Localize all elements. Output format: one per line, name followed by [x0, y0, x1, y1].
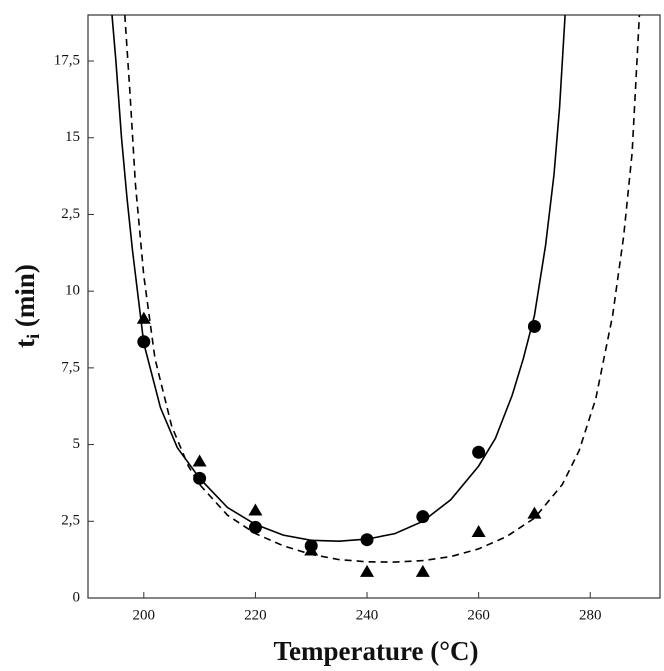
circle-point	[137, 335, 151, 349]
circle-point	[472, 445, 486, 459]
y-tick-label: 0	[73, 589, 81, 605]
triangle-point	[360, 564, 375, 577]
plot-area	[111, 15, 641, 577]
circle-point	[193, 471, 207, 485]
x-tick-label: 280	[579, 607, 602, 623]
x-tick-label: 220	[244, 607, 267, 623]
y-tick-label: 17,5	[54, 52, 80, 68]
y-tick-label: 2,5	[61, 513, 80, 529]
fit-curve	[124, 15, 641, 563]
y-title-sub: i	[23, 334, 43, 339]
x-tick-label: 260	[467, 607, 490, 623]
triangle-point	[136, 311, 151, 324]
triangle-point	[527, 506, 542, 519]
x-axis-title: Temperature (°C)	[273, 636, 478, 666]
triangle-point	[304, 543, 319, 556]
triangle-point	[248, 503, 263, 516]
y-tick-label: 5	[73, 436, 81, 452]
x-tick-label: 240	[356, 607, 379, 623]
circle-point	[416, 510, 430, 524]
x-tick-label: 200	[133, 607, 156, 623]
y-axis-title: ti (min)	[10, 264, 43, 348]
triangle-point	[192, 454, 207, 467]
circle-point	[360, 533, 374, 547]
circle-point	[248, 520, 262, 534]
triangle-point	[415, 564, 430, 577]
y-title-base: t	[10, 339, 40, 348]
fit-curve	[111, 15, 566, 543]
y-tick-label: 15	[65, 129, 80, 145]
y-tick-label: 10	[65, 283, 80, 299]
plot-frame	[87, 14, 661, 599]
circle-point	[527, 319, 541, 333]
triangle-point	[471, 525, 486, 538]
y-tick-label: 7,5	[61, 359, 80, 375]
y-title-rest: (min)	[10, 264, 40, 334]
y-tick-label: 2,5	[61, 206, 80, 222]
